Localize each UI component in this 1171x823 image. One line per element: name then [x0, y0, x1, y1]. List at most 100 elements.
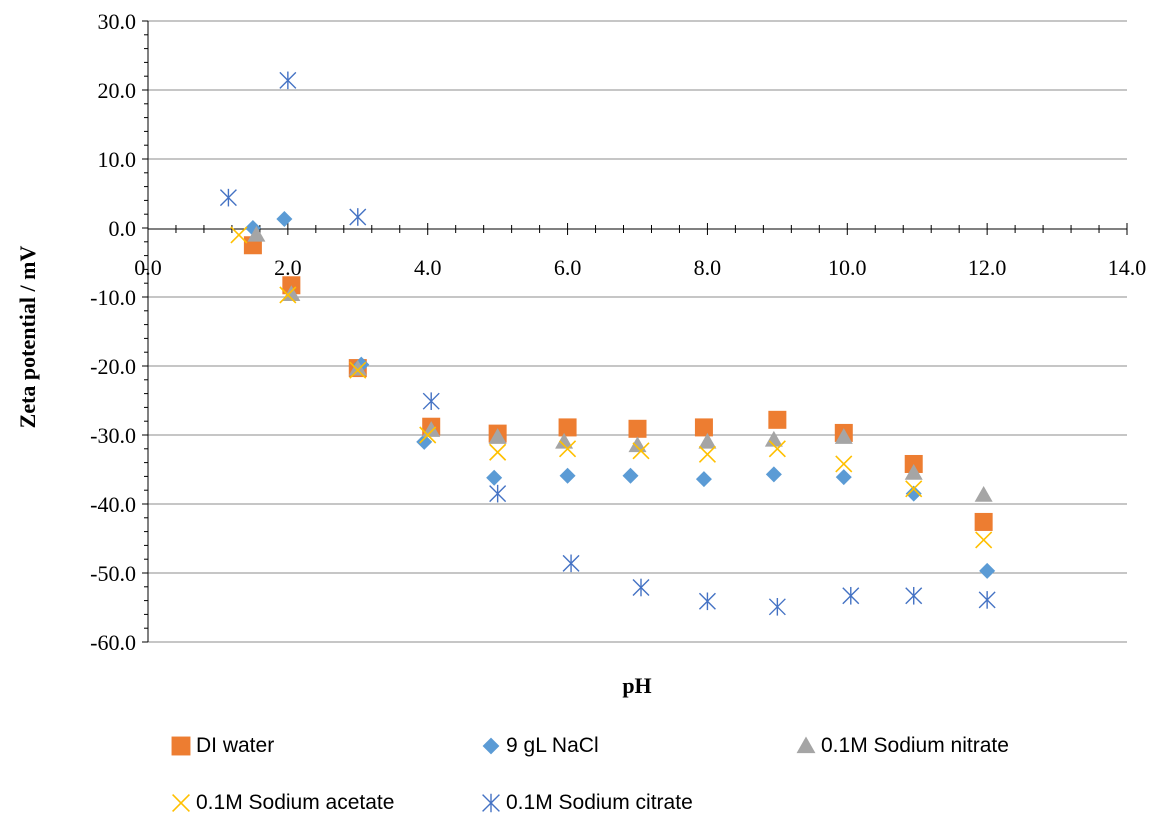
x-tick-label: 12.0 [968, 255, 1007, 280]
point-square [768, 410, 787, 429]
x-tick-label: 2.0 [274, 255, 302, 280]
point-x [835, 455, 853, 473]
y-tick-label: 20.0 [98, 78, 137, 103]
point-x [905, 480, 923, 498]
point-x [489, 443, 507, 461]
y-tick-labels: 30.0 20.0 10.0 0.0 -10.0 -20.0 -30.0 -40.0 -50.0… [90, 9, 136, 655]
point-diamond [622, 467, 639, 484]
x-tick-label: 4.0 [414, 255, 442, 280]
point-asterisk [698, 592, 716, 611]
point-triangle [628, 436, 647, 453]
legend-label: DI water [196, 734, 275, 757]
point-triangle [974, 486, 993, 502]
point-asterisk [482, 793, 500, 813]
point-triangle [764, 430, 783, 447]
point-triangle [796, 736, 816, 754]
point-x [419, 426, 437, 444]
point-x [172, 794, 190, 812]
y-tick-label: -60.0 [90, 630, 136, 655]
point-square [694, 418, 713, 437]
legend-item-sodium-acetate: 0.1M Sodium acetate [170, 791, 394, 815]
legend-marker-asterisk-icon [482, 793, 500, 813]
series-0-1m-sodium-acetate [230, 226, 993, 549]
point-x [975, 531, 993, 549]
axes [142, 20, 1128, 643]
point-asterisk [905, 586, 923, 605]
legend-label: 0.1M Sodium acetate [196, 791, 395, 814]
point-x [698, 445, 716, 463]
x-tick-label: 0.0 [134, 255, 162, 280]
point-triangle [698, 432, 717, 449]
point-triangle [488, 428, 507, 444]
legend-item-sodium-nitrate: 0.1M Sodium nitrate [795, 734, 1009, 758]
point-asterisk [422, 392, 440, 410]
legend-label: 0.1M Sodium citrate [506, 791, 693, 814]
point-x [632, 442, 650, 460]
y-tick-label: 30.0 [98, 9, 137, 34]
y-tick-label: -30.0 [90, 423, 136, 448]
point-square [974, 512, 993, 531]
x-tick-labels: 0.0 2.0 4.0 6.0 8.0 10.0 12.0 14.0 [134, 255, 1146, 280]
y-tick-label: -50.0 [90, 561, 136, 586]
series-9-gl-nacl [244, 211, 996, 579]
point-square [558, 418, 577, 437]
point-triangle [904, 463, 923, 480]
series-0-1m-sodium-nitrate [247, 225, 993, 502]
y-axis-title: Zeta potential / mV [15, 246, 40, 429]
legend-marker-diamond-icon [482, 737, 500, 755]
point-square [628, 419, 647, 438]
point-diamond [486, 469, 503, 486]
point-asterisk [349, 208, 367, 226]
point-asterisk [219, 188, 237, 207]
legend-item-di-water: DI water [170, 734, 274, 758]
legend-marker-square-icon [171, 736, 191, 756]
point-square [171, 736, 191, 756]
x-tick-label: 14.0 [1108, 255, 1147, 280]
legend-marker-triangle-icon [796, 736, 816, 754]
y-tick-label: 0.0 [109, 216, 137, 241]
point-diamond [695, 471, 712, 488]
point-triangle [834, 428, 853, 444]
point-diamond [765, 466, 782, 483]
x-axis-title: pH [622, 673, 651, 698]
gridlines [148, 20, 1127, 643]
y-tick-label: -10.0 [90, 285, 136, 310]
y-tick-label: -40.0 [90, 492, 136, 517]
point-x [559, 440, 577, 458]
point-x [230, 226, 248, 244]
x-tick-label: 10.0 [828, 255, 867, 280]
legend-marker-x-icon [172, 794, 190, 812]
x-tick-label: 8.0 [694, 255, 722, 280]
legend-label: 9 gL NaCl [506, 734, 599, 757]
point-diamond [835, 469, 852, 486]
point-asterisk [489, 484, 507, 503]
point-x [349, 361, 367, 379]
point-triangle [247, 225, 266, 242]
x-tick-label: 6.0 [554, 255, 582, 280]
y-tick-label: 10.0 [98, 147, 137, 172]
series-di-water [243, 236, 993, 531]
legend-label: 0.1M Sodium nitrate [821, 734, 1009, 757]
series-0-1m-sodium-citrate [219, 71, 996, 616]
y-tick-label: -20.0 [90, 354, 136, 379]
point-asterisk [632, 578, 650, 597]
point-diamond [482, 737, 500, 755]
point-diamond [979, 562, 996, 579]
point-triangle [348, 359, 367, 376]
point-x [768, 440, 786, 458]
point-asterisk [768, 598, 786, 616]
legend-item-nacl: 9 gL NaCl [480, 734, 599, 758]
point-asterisk [562, 554, 580, 573]
point-diamond [905, 485, 922, 502]
data-points [219, 71, 996, 616]
point-triangle [555, 432, 574, 449]
legend-item-sodium-citrate: 0.1M Sodium citrate [480, 791, 693, 815]
point-diamond [276, 211, 293, 228]
point-diamond [416, 433, 433, 450]
point-asterisk [279, 71, 297, 90]
point-x [279, 286, 297, 304]
point-diamond [559, 467, 576, 484]
point-asterisk [978, 591, 996, 609]
